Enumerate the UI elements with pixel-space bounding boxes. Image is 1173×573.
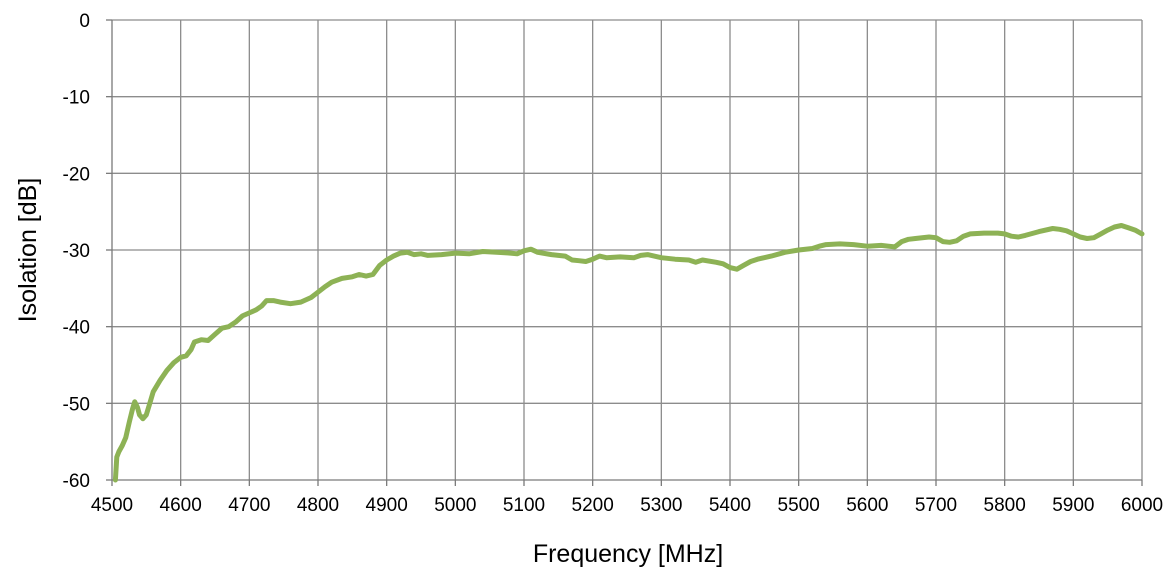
x-tick-label: 4800 — [297, 495, 339, 516]
y-tick-labels: 0 -10 -20 -30 -40 -50 -60 — [63, 11, 90, 492]
series-group — [112, 223, 1145, 483]
x-tick-label: 5600 — [846, 495, 888, 516]
x-tick-label: 4700 — [228, 495, 270, 516]
y-axis-title: Isolation [dB] — [14, 178, 42, 323]
x-tick-label: 5000 — [434, 495, 476, 516]
x-tick-label: 5900 — [1052, 495, 1094, 516]
x-tick-label: 5800 — [984, 495, 1026, 516]
y-tick-label: -30 — [63, 241, 90, 262]
x-tick-label: 6000 — [1121, 495, 1163, 516]
x-tick-label: 5400 — [709, 495, 751, 516]
y-tick-label: -40 — [63, 318, 90, 339]
isolation-series-line — [112, 223, 1145, 483]
x-tick-label: 5300 — [640, 495, 682, 516]
grid — [112, 19, 1143, 480]
y-tick-label: -60 — [63, 471, 90, 492]
x-tick-labels: 4500 4600 4700 4800 4900 5000 5100 5200 5300 5400… — [91, 495, 1163, 516]
y-tick-label: -20 — [63, 164, 90, 185]
y-tick-label: 0 — [79, 11, 90, 32]
x-tick-label: 4500 — [91, 495, 133, 516]
x-tick-label: 5500 — [778, 495, 820, 516]
x-tick-label: 5100 — [503, 495, 545, 516]
y-tick-label: -50 — [63, 394, 90, 415]
axes — [106, 19, 1143, 486]
x-tick-label: 4600 — [160, 495, 202, 516]
x-axis-title: Frequency [MHz] — [533, 540, 723, 568]
x-tick-label: 5700 — [915, 495, 957, 516]
x-tick-label: 5200 — [572, 495, 614, 516]
y-tick-label: -10 — [63, 88, 90, 109]
x-tick-label: 4900 — [366, 495, 408, 516]
